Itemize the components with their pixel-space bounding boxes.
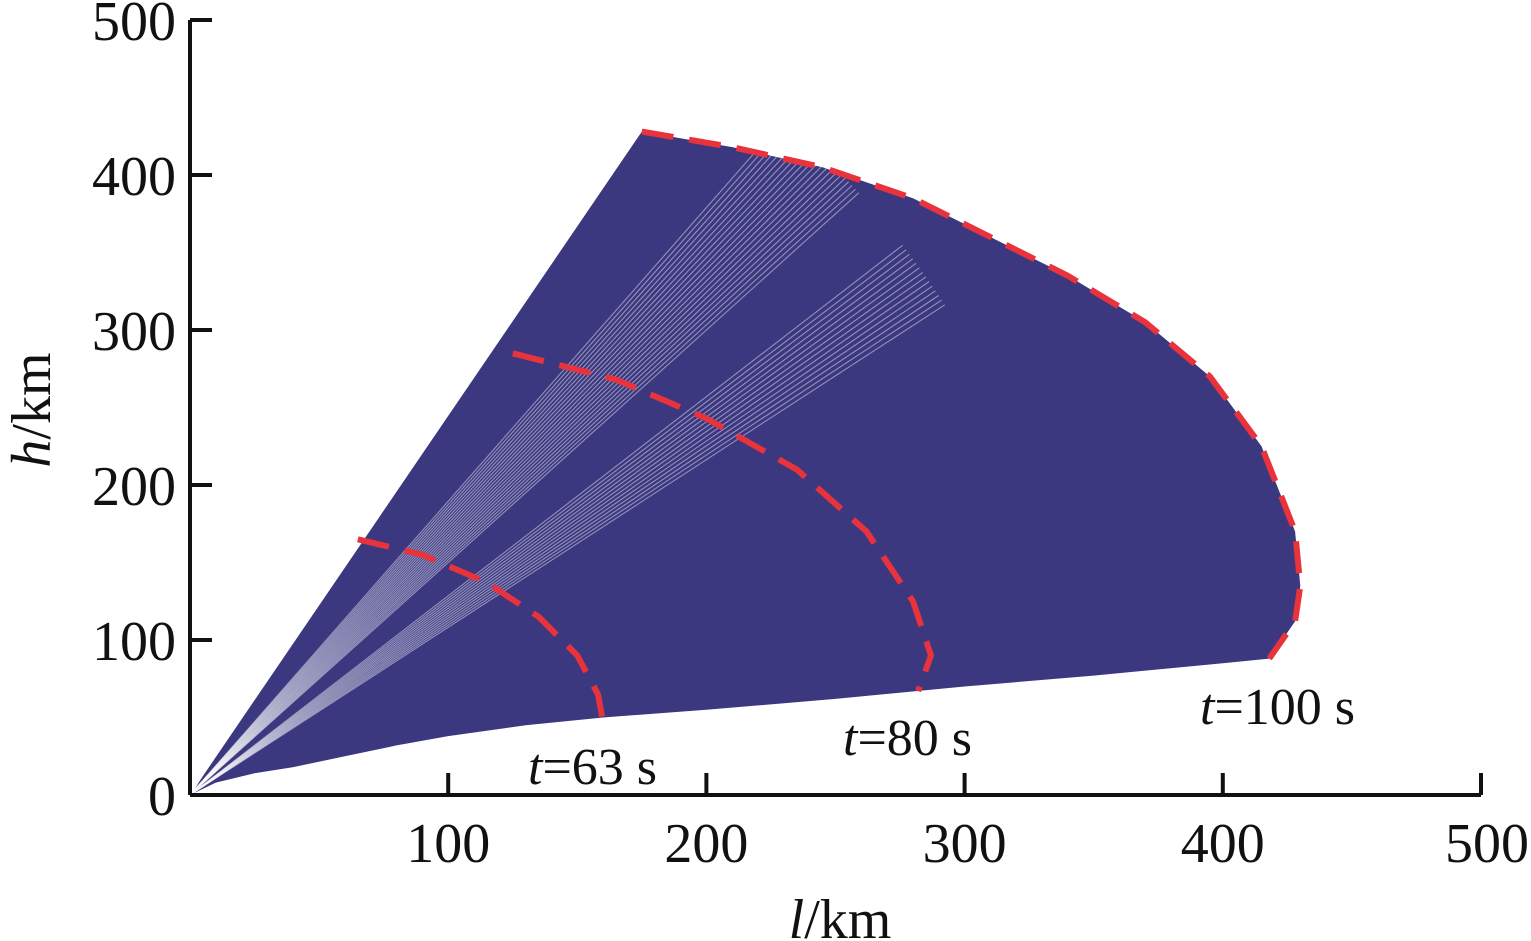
region-stripe: [190, 132, 800, 796]
region-stripe: [190, 285, 933, 796]
x-tick-label: 300: [923, 813, 1007, 875]
y-ticks: 0 100 200 300 400 500: [92, 0, 212, 828]
region-stripe: [190, 290, 936, 796]
region-stripe: [190, 145, 814, 796]
region-stripe: [190, 159, 829, 796]
curve-label-t100-var: t: [1200, 679, 1216, 736]
curve-label-t63: t=63 s: [528, 739, 657, 796]
region-stripe: [190, 131, 785, 796]
curve-t63: [357, 536, 607, 723]
region-stripe: [190, 138, 807, 796]
reachable-region: [190, 131, 1301, 796]
y-tick-label: 0: [148, 766, 176, 828]
region-stripe: [190, 271, 924, 796]
region-stripe: [190, 276, 927, 796]
x-axis-title: l/km: [789, 889, 892, 941]
x-axis-var: l: [789, 889, 805, 941]
x-tick-label: 500: [1445, 813, 1529, 875]
region-stripe: [190, 149, 818, 796]
region-stripe: [190, 267, 920, 796]
plot-area: [190, 128, 1304, 796]
region-stripe: [190, 244, 903, 796]
region-stripe: [190, 156, 825, 796]
y-tick-label: 300: [92, 301, 176, 363]
region-stripe: [190, 170, 839, 796]
time-curves: [357, 128, 1304, 723]
region-stripe: [190, 166, 836, 796]
x-tick-label: 200: [664, 813, 748, 875]
curve-label-t80-text: =80 s: [857, 710, 972, 767]
x-ticks: 100 200 300 400 500: [406, 773, 1529, 875]
region-stripe: [190, 177, 846, 796]
region-stripe: [190, 253, 910, 796]
region-stripe: [190, 281, 930, 796]
y-tick-label: 500: [92, 0, 176, 53]
curve-label-t80-var: t: [843, 710, 859, 767]
y-tick-label: 400: [92, 146, 176, 208]
region-stripe: [190, 131, 793, 796]
x-tick-label: 100: [406, 813, 490, 875]
y-tick-label: 200: [92, 456, 176, 518]
curve-t100: [641, 128, 1304, 661]
region-stripe: [190, 181, 850, 796]
curve-labels: t=63 s t=80 s t=100 s: [528, 679, 1355, 796]
curve-label-t63-text: =63 s: [542, 739, 657, 796]
region-stripe: [190, 152, 822, 796]
region-stripe: [190, 174, 843, 796]
y-axis-var: h: [1, 440, 63, 468]
region-stripe: [190, 295, 939, 796]
region-stripe: [190, 192, 860, 796]
region-stripe: [190, 163, 832, 796]
curve-t80: [512, 350, 934, 693]
region-stripe: [190, 188, 856, 796]
region-stripe: [190, 142, 811, 796]
y-tick-label: 100: [92, 611, 176, 673]
curve-label-t80: t=80 s: [843, 710, 972, 767]
axes: 0 100 200 300 400 500 100 200 300 400 500: [92, 0, 1529, 875]
curve-label-t63-var: t: [528, 739, 544, 796]
region-stripe: [190, 135, 804, 796]
region-stripe: [190, 262, 917, 796]
y-axis-unit: /km: [1, 352, 63, 439]
region-stripe: [190, 258, 914, 796]
x-axis-unit: /km: [804, 889, 891, 941]
region-stripe: [190, 184, 853, 796]
curve-label-t100: t=100 s: [1200, 679, 1355, 736]
x-tick-label: 400: [1181, 813, 1265, 875]
region-stripe: [190, 131, 789, 796]
region-stripe: [190, 131, 796, 796]
region-stripe: [190, 299, 943, 796]
region-stripe: [190, 304, 946, 796]
y-axis-title: h/km: [1, 352, 63, 467]
region-stripe: [190, 249, 907, 796]
curve-label-t100-text: =100 s: [1214, 679, 1355, 736]
